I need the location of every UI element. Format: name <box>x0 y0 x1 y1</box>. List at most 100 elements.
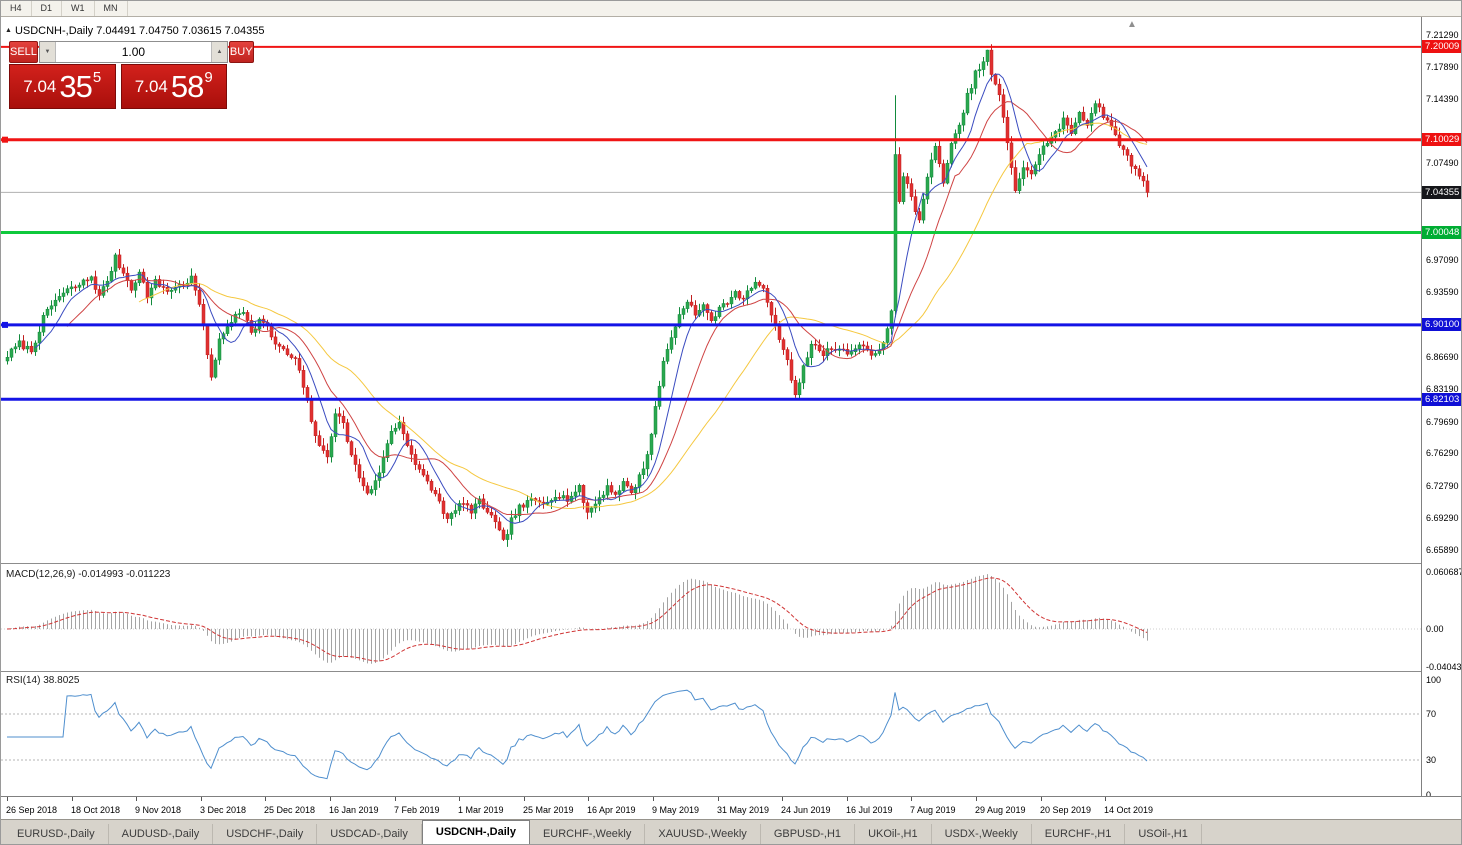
price-scale-label: 6.72790 <box>1426 480 1459 491</box>
price-scale-label: 6.97090 <box>1426 254 1459 265</box>
volume-input[interactable] <box>55 42 211 62</box>
date-tick <box>265 797 266 801</box>
sell-price-display[interactable]: 7.04 35 5 <box>9 64 116 109</box>
date-label: 25 Mar 2019 <box>523 805 574 815</box>
chart-tab-audusd-daily[interactable]: AUDUSD-,Daily <box>109 824 214 844</box>
chart-tab-eurusd-daily[interactable]: EURUSD-,Daily <box>4 824 109 844</box>
sell-price-main: 7.04 <box>23 76 57 96</box>
chart-area: ▲ USDCNH-,Daily 7.04491 7.04750 7.03615 7… <box>1 17 1462 821</box>
date-tick <box>524 797 525 801</box>
macd-scale-label: 0.00 <box>1426 624 1444 634</box>
chart-tab-usdcad-daily[interactable]: USDCAD-,Daily <box>317 824 422 844</box>
moving-averages-layer <box>34 73 1148 524</box>
date-tick <box>72 797 73 801</box>
collapse-triangle-icon[interactable]: ▲ <box>5 27 12 34</box>
volume-control: ▼ ▲ <box>38 41 228 63</box>
price-scale-label: 6.76290 <box>1426 448 1459 459</box>
price-scale-label: 6.69290 <box>1426 513 1459 524</box>
price-badge: 7.04355 <box>1422 185 1461 199</box>
rsi-layer <box>1 689 1421 780</box>
volume-decrease-button[interactable]: ▼ <box>39 42 56 62</box>
date-label: 14 Oct 2019 <box>1104 805 1154 815</box>
chart-tab-eurchf-weekly[interactable]: EURCHF-,Weekly <box>530 824 646 844</box>
date-tick <box>911 797 912 801</box>
chart-title: ▲ USDCNH-,Daily 7.04491 7.04750 7.03615 7… <box>5 25 264 37</box>
horizontal-levels-layer <box>1 45 1421 401</box>
date-tick <box>718 797 719 801</box>
date-label: 1 Mar 2019 <box>458 805 504 815</box>
price-scale-label: 6.83190 <box>1426 384 1459 395</box>
chart-tab-usdchf-daily[interactable]: USDCHF-,Daily <box>213 824 318 844</box>
date-tick <box>201 797 202 801</box>
date-tick <box>136 797 137 801</box>
date-label: 20 Sep 2019 <box>1040 805 1092 815</box>
price-badge: 7.00048 <box>1422 225 1461 239</box>
sell-price-point: 5 <box>92 69 102 86</box>
date-tick <box>1105 797 1106 801</box>
date-tick <box>588 797 589 801</box>
rsi-indicator-label: RSI(14) 38.8025 <box>6 675 80 686</box>
volume-increase-button[interactable]: ▲ <box>210 42 227 62</box>
date-label: 7 Feb 2019 <box>394 805 440 815</box>
panel-borders <box>1 563 1421 672</box>
date-label: 7 Aug 2019 <box>910 805 956 815</box>
buy-price-display[interactable]: 7.04 58 9 <box>120 64 227 109</box>
chart-tab-ukoil-h1[interactable]: UKOil-,H1 <box>855 824 932 844</box>
rsi-scale-label: 100 <box>1426 674 1442 685</box>
chart-tabs-bar: EURUSD-,Daily AUDUSD-,Daily USDCHF-,Daily U… <box>1 819 1461 844</box>
timeframe-button-d1[interactable]: D1 <box>32 1 63 16</box>
price-scale-label: 6.65890 <box>1426 544 1459 555</box>
date-tick <box>459 797 460 801</box>
trade-widget-top-row: SELL ▼ ▲ BUY <box>9 41 254 63</box>
date-tick <box>7 797 8 801</box>
rsi-scale-label: 70 <box>1426 709 1437 719</box>
price-scale-label: 7.17890 <box>1426 61 1459 72</box>
date-label: 9 May 2019 <box>652 805 700 815</box>
date-tick <box>847 797 848 801</box>
date-label: 9 Nov 2018 <box>135 805 182 815</box>
price-scale-label: 7.14390 <box>1426 94 1459 105</box>
macd-indicator-label: MACD(12,26,9) -0.014993 -0.011223 <box>6 569 171 580</box>
date-label: 31 May 2019 <box>717 805 770 815</box>
date-tick <box>782 797 783 801</box>
price-scale-label: 7.21290 <box>1426 30 1459 40</box>
sell-button[interactable]: SELL <box>9 41 38 63</box>
candles-layer <box>5 44 1150 547</box>
sell-price-pips: 35 <box>59 68 92 104</box>
chevron-down-icon: ▼ <box>44 49 51 55</box>
chart-title-text: USDCNH-,Daily 7.04491 7.04750 7.03615 7.… <box>14 25 265 37</box>
date-axis[interactable]: 26 Sep 2018 18 Oct 2018 9 Nov 2018 3 Dec 20… <box>1 796 1461 821</box>
price-scale[interactable]: 7.21290 7.17890 7.14390 7.07490 6.97090 6.935… <box>1421 17 1462 821</box>
chevron-up-icon: ▲ <box>216 49 223 55</box>
chart-tab-xauusd-weekly[interactable]: XAUUSD-,Weekly <box>645 824 761 844</box>
timeframe-button-w1[interactable]: W1 <box>62 1 95 16</box>
chart-tab-usoil-h1[interactable]: USOil-,H1 <box>1125 824 1202 844</box>
chart-tab-eurchf-h1[interactable]: EURCHF-,H1 <box>1032 824 1126 844</box>
autoscroll-marker-icon: ▲ <box>1127 19 1137 30</box>
timeframe-toolbar: H4 D1 W1 MN <box>1 1 1461 17</box>
buy-button[interactable]: BUY <box>228 41 254 63</box>
macd-layer <box>1 574 1421 664</box>
price-badge: 7.10029 <box>1422 133 1461 147</box>
macd-scale-label: -0.040432 <box>1426 661 1462 672</box>
date-label: 26 Sep 2018 <box>6 805 58 815</box>
timeframe-button-h4[interactable]: H4 <box>1 1 32 16</box>
date-label: 24 Jun 2019 <box>781 805 831 815</box>
date-tick <box>976 797 977 801</box>
price-badge: 7.20009 <box>1422 40 1461 54</box>
trade-widget-price-row: 7.04 35 5 7.04 58 9 <box>9 64 227 109</box>
one-click-trading-widget: SELL ▼ ▲ BUY 7.04 35 5 7.04 58 9 <box>9 41 254 109</box>
chart-tab-usdx-weekly[interactable]: USDX-,Weekly <box>932 824 1032 844</box>
chart-tab-gbpusd-h1[interactable]: GBPUSD-,H1 <box>761 824 856 844</box>
buy-price-main: 7.04 <box>134 76 168 96</box>
date-label: 29 Aug 2019 <box>975 805 1026 815</box>
date-tick <box>395 797 396 801</box>
chart-tab-usdcnh-daily[interactable]: USDCNH-,Daily <box>421 820 530 844</box>
timeframe-button-mn[interactable]: MN <box>95 1 128 16</box>
price-scale-label: 6.86690 <box>1426 351 1459 362</box>
macd-scale-label: 0.060687 <box>1426 567 1462 577</box>
date-label: 3 Dec 2018 <box>200 805 247 815</box>
chart-canvas[interactable] <box>1 17 1421 821</box>
buy-price-point: 9 <box>204 69 213 86</box>
